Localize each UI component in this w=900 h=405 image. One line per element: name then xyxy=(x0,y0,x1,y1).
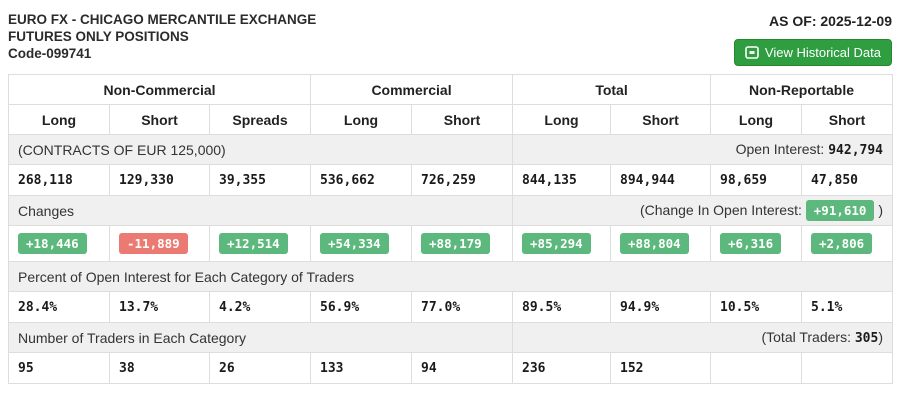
change-value-cell: +85,294 xyxy=(512,225,612,262)
position-value-cell: 47,850 xyxy=(801,164,894,196)
group-header-non-commercial: Non-Commercial xyxy=(7,74,312,105)
position-value-cell: 129,330 xyxy=(109,164,210,196)
traders-count-cell: 133 xyxy=(310,352,413,384)
column-header-short: Short xyxy=(801,104,894,135)
column-group-header-row: Non-Commercial Commercial Total Non-Reporta… xyxy=(7,74,894,105)
position-value-cell: 268,118 xyxy=(8,164,110,196)
change-oi-badge: +91,610 xyxy=(805,200,875,221)
position-value-cell: 39,355 xyxy=(208,164,312,196)
percent-value-cell: 56.9% xyxy=(310,291,413,323)
traders-count-cell: 152 xyxy=(610,352,712,384)
percent-value-cell: 10.5% xyxy=(710,291,803,323)
change-value-cell: +54,334 xyxy=(310,225,413,262)
change-badge-positive: +18,446 xyxy=(18,233,87,254)
change-badge-positive: +2,806 xyxy=(811,233,873,254)
change-value-cell: +18,446 xyxy=(8,225,110,262)
column-header-long: Long xyxy=(512,104,612,135)
percent-value-cell: 5.1% xyxy=(801,291,894,323)
change-badge-positive: +88,179 xyxy=(421,233,490,254)
position-value-cell: 536,662 xyxy=(310,164,413,196)
traders-label: Number of Traders in Each Category xyxy=(7,322,514,353)
view-historical-data-label: View Historical Data xyxy=(764,45,881,60)
open-interest-label: Open Interest: xyxy=(735,141,829,157)
open-interest-value: 942,794 xyxy=(828,143,884,158)
position-value-cell: 894,944 xyxy=(610,164,712,196)
group-header-commercial: Commercial xyxy=(310,74,514,105)
position-value-cell: 98,659 xyxy=(710,164,803,196)
change-value-cell: +88,804 xyxy=(610,225,712,262)
column-header-short: Short xyxy=(610,104,712,135)
percent-value-cell: 89.5% xyxy=(512,291,612,323)
report-code: Code-099741 xyxy=(8,46,92,61)
change-value-cell: +12,514 xyxy=(208,225,312,262)
traders-count-cell: 95 xyxy=(8,352,110,384)
column-header-long: Long xyxy=(310,104,413,135)
percent-label: Percent of Open Interest for Each Catego… xyxy=(7,261,894,292)
report-title: EURO FX - CHICAGO MERCANTILE EXCHANGE xyxy=(8,12,317,27)
changes-label-row: Changes (Change In Open Interest: +91,61… xyxy=(7,195,894,226)
cot-table: Non-Commercial Commercial Total Non-Reporta… xyxy=(7,74,894,384)
change-oi-suffix: ) xyxy=(874,202,884,218)
traders-count-cell: 26 xyxy=(208,352,312,384)
percent-value-cell: 77.0% xyxy=(411,291,514,323)
traders-count-cell: 236 xyxy=(512,352,612,384)
change-open-interest-cell: (Change In Open Interest: +91,610 ) xyxy=(512,195,894,226)
column-header-long: Long xyxy=(710,104,803,135)
total-traders-value: 305 xyxy=(854,331,879,346)
column-header-row: Long Short Spreads Long Short Long Short Long Sh… xyxy=(8,104,894,135)
position-value-cell: 726,259 xyxy=(411,164,514,196)
traders-row: 95 38 26 133 94 236 152 xyxy=(8,352,894,384)
contracts-label: (CONTRACTS OF EUR 125,000) xyxy=(7,134,514,165)
column-header-spreads: Spreads xyxy=(208,104,312,135)
position-value-cell: 844,135 xyxy=(512,164,612,196)
change-value-cell: +6,316 xyxy=(710,225,803,262)
as-of-date: AS OF: 2025-12-09 xyxy=(769,13,892,29)
change-badge-negative: -11,889 xyxy=(119,233,188,254)
change-badge-positive: +12,514 xyxy=(219,233,288,254)
open-interest-cell: Open Interest: 942,794 xyxy=(512,134,894,165)
change-value-cell: +88,179 xyxy=(411,225,514,262)
report-subtitle: FUTURES ONLY POSITIONS xyxy=(8,29,189,44)
total-traders-prefix: (Total Traders: xyxy=(761,329,855,345)
report-title-block: EURO FX - CHICAGO MERCANTILE EXCHANGE FU… xyxy=(8,11,316,62)
total-traders-suffix: ) xyxy=(878,329,884,345)
changes-label: Changes xyxy=(7,195,514,226)
change-value-cell: -11,889 xyxy=(109,225,210,262)
change-badge-positive: +54,334 xyxy=(320,233,389,254)
group-header-total: Total xyxy=(512,74,712,105)
change-badge-positive: +6,316 xyxy=(720,233,782,254)
traders-count-cell xyxy=(801,352,894,384)
change-oi-prefix: (Change In Open Interest: xyxy=(640,202,806,218)
traders-label-row: Number of Traders in Each Category (Tota… xyxy=(7,322,894,353)
traders-count-cell: 94 xyxy=(411,352,514,384)
percent-value-cell: 28.4% xyxy=(8,291,110,323)
table-icon xyxy=(745,46,759,59)
changes-row: +18,446 -11,889 +12,514 +54,334 +88,179 +85,2… xyxy=(8,225,894,262)
change-badge-positive: +88,804 xyxy=(620,233,689,254)
column-header-long: Long xyxy=(8,104,110,135)
view-historical-data-button[interactable]: View Historical Data xyxy=(733,39,892,66)
header-right: AS OF: 2025-12-09 View Historical Data xyxy=(733,11,892,66)
change-value-cell: +2,806 xyxy=(801,225,894,262)
change-badge-positive: +85,294 xyxy=(522,233,591,254)
column-header-short: Short xyxy=(109,104,210,135)
group-header-non-reportable: Non-Reportable xyxy=(710,74,894,105)
traders-count-cell xyxy=(710,352,803,384)
total-traders-cell: (Total Traders: 305) xyxy=(512,322,894,353)
column-header-short: Short xyxy=(411,104,514,135)
contracts-label-row: (CONTRACTS OF EUR 125,000) Open Interest… xyxy=(7,134,894,165)
positions-row: 268,118 129,330 39,355 536,662 726,259 844,13… xyxy=(8,164,894,196)
report-header: EURO FX - CHICAGO MERCANTILE EXCHANGE FU… xyxy=(0,0,900,72)
percent-value-cell: 94.9% xyxy=(610,291,712,323)
percent-value-cell: 13.7% xyxy=(109,291,210,323)
percent-label-row: Percent of Open Interest for Each Catego… xyxy=(7,261,894,292)
percents-row: 28.4% 13.7% 4.2% 56.9% 77.0% 89.5% 94.9% 10.5% 5… xyxy=(8,291,894,323)
percent-value-cell: 4.2% xyxy=(208,291,312,323)
traders-count-cell: 38 xyxy=(109,352,210,384)
